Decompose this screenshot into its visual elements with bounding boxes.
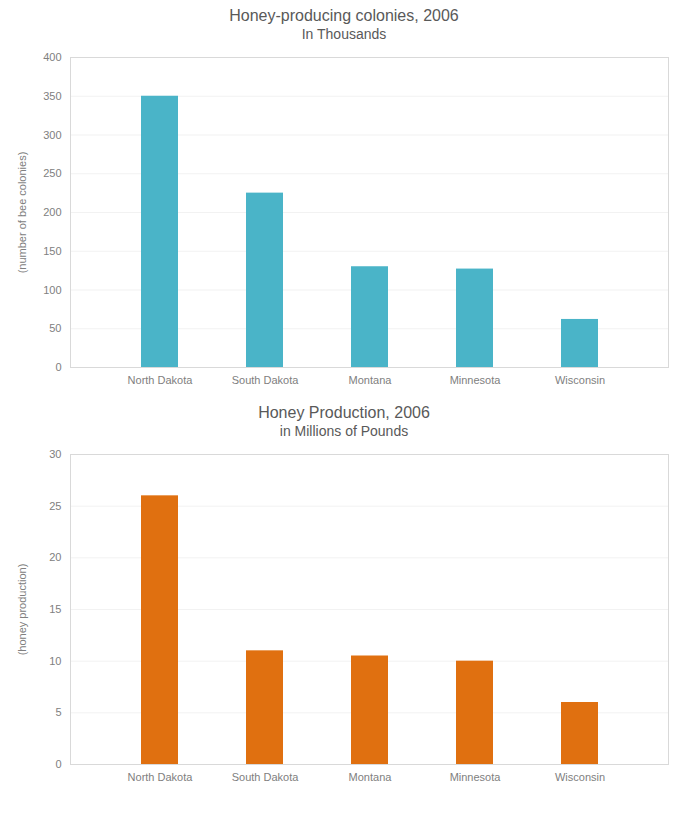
- svg-text:Minnesota: Minnesota: [450, 771, 502, 783]
- svg-text:25: 25: [49, 500, 61, 512]
- svg-text:Montana: Montana: [349, 771, 393, 783]
- svg-text:300: 300: [43, 129, 61, 141]
- svg-text:30: 30: [49, 448, 61, 460]
- svg-text:0: 0: [55, 758, 61, 770]
- svg-text:(honey production): (honey production): [16, 564, 28, 656]
- html-text:Honey Production, 2006: Honey Production, 2006: [258, 404, 430, 421]
- svg-text:5: 5: [55, 706, 61, 718]
- svg-text:Montana: Montana: [349, 374, 393, 386]
- svg-text:15: 15: [49, 603, 61, 615]
- svg-text:Wisconsin: Wisconsin: [555, 374, 605, 386]
- svg-text:Minnesota: Minnesota: [450, 374, 502, 386]
- html-text:Honey-producing colonies, 2006: Honey-producing colonies, 2006: [229, 7, 459, 24]
- svg-text:North Dakota: North Dakota: [128, 374, 194, 386]
- svg-text:400: 400: [43, 51, 61, 63]
- svg-text:150: 150: [43, 245, 61, 257]
- svg-text:Wisconsin: Wisconsin: [555, 771, 605, 783]
- html-text:in Millions of Pounds: in Millions of Pounds: [279, 423, 409, 439]
- svg-text:South Dakota: South Dakota: [232, 771, 300, 783]
- html-text:In Thousands: In Thousands: [301, 26, 387, 42]
- svg-text:350: 350: [43, 90, 61, 102]
- svg-text:0: 0: [55, 361, 61, 373]
- svg-text:100: 100: [43, 284, 61, 296]
- svg-text:250: 250: [43, 167, 61, 179]
- svg-text:50: 50: [49, 322, 61, 334]
- svg-text:South Dakota: South Dakota: [232, 374, 300, 386]
- svg-text:North Dakota: North Dakota: [128, 771, 194, 783]
- svg-text:200: 200: [43, 206, 61, 218]
- svg-text:(number of bee colonies): (number of bee colonies): [16, 152, 28, 274]
- svg-text:20: 20: [49, 551, 61, 563]
- svg-text:10: 10: [49, 655, 61, 667]
